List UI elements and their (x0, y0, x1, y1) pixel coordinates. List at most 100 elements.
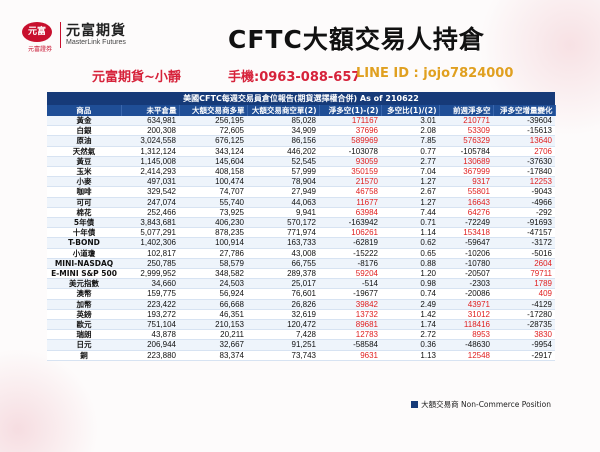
cell-long: 73,925 (179, 207, 247, 219)
cell-oi: 5,077,291 (121, 227, 179, 239)
cell-net: 37696 (319, 125, 381, 137)
cell-short: 86,156 (247, 135, 319, 147)
cell-ratio: 0.36 (381, 339, 439, 351)
cell-short: 25,017 (247, 278, 319, 290)
cell-net: 13732 (319, 309, 381, 321)
column-header: 淨多空增量變化 (493, 105, 556, 116)
cell-chg: 13640 (493, 135, 555, 147)
cell-chg: -9954 (493, 339, 555, 351)
table-row: 澳幣 159,775 56,924 76,601 -19677 0.74 -20086 409 (47, 288, 555, 300)
cell-short: 91,251 (247, 339, 319, 351)
commodity-name-cell: 小麥 (47, 176, 121, 188)
cell-short: 57,999 (247, 166, 319, 178)
cell-ratio: 2.67 (381, 186, 439, 198)
cell-chg: 12253 (493, 176, 555, 188)
cell-net: -514 (319, 278, 381, 290)
cell-ratio: 2.72 (381, 329, 439, 341)
column-header: 未平倉量 (121, 105, 180, 116)
cell-short: 32,619 (247, 309, 319, 321)
cell-ratio: 2.49 (381, 299, 439, 310)
cell-short: 78,904 (247, 176, 319, 188)
cell-net: 350159 (319, 166, 381, 178)
commodity-name-cell: 原油 (47, 135, 121, 147)
commodity-name-cell: 小道瓊 (47, 248, 121, 259)
commodity-name-cell: 澳幣 (47, 288, 121, 300)
cell-oi: 2,999,952 (121, 268, 179, 280)
logo-mark-icon: 元富 (22, 22, 52, 42)
cell-short: 570,172 (247, 217, 319, 229)
cell-long: 55,740 (179, 197, 247, 208)
commodity-name-cell: 天然氣 (47, 146, 121, 157)
cell-net: 59204 (319, 268, 381, 280)
commodity-name-cell: 黃金 (47, 116, 121, 127)
cell-chg: -17840 (493, 166, 555, 178)
cell-long: 406,230 (179, 217, 247, 229)
cell-oi: 252,466 (121, 207, 179, 219)
cell-ratio: 7.04 (381, 166, 439, 178)
cell-net: -8176 (319, 258, 381, 270)
commodity-name-cell: E-MINI S&P 500 (47, 268, 121, 280)
page-title: CFTC大額交易人持倉 (228, 25, 485, 54)
commodity-name-cell: 加幣 (47, 299, 121, 310)
cell-long: 256,195 (179, 116, 247, 127)
table-row: 歐元 751,104 210,153 120,472 89681 1.74 118416 -2… (47, 319, 555, 331)
cell-net: 11677 (319, 197, 381, 208)
cell-prev: -105784 (439, 146, 493, 157)
commodity-name-cell: 咖啡 (47, 186, 121, 198)
cell-ratio: 3.01 (381, 116, 439, 127)
cell-ratio: 1.20 (381, 268, 439, 280)
cell-oi: 102,817 (121, 248, 179, 259)
commodity-name-cell: 美元指數 (47, 278, 121, 290)
cell-short: 120,472 (247, 319, 319, 331)
commodity-name-cell: T-BOND (47, 237, 121, 249)
cell-ratio: 1.27 (381, 197, 439, 208)
table-row: T-BOND 1,402,306 100,914 163,733 -62819 0.62-… (47, 237, 555, 249)
cell-chg: -3172 (493, 237, 555, 249)
cell-short: 446,202 (247, 146, 319, 157)
cell-ratio: 1.13 (381, 350, 439, 361)
column-header: 大額交易商空單(2) (247, 105, 320, 116)
cell-net: -58584 (319, 339, 381, 351)
cell-ratio: 7.44 (381, 207, 439, 219)
cell-long: 145,604 (179, 156, 247, 168)
cell-short: 44,063 (247, 197, 319, 208)
cell-chg: -292 (493, 207, 555, 219)
cell-long: 348,582 (179, 268, 247, 280)
cell-ratio: 2.77 (381, 156, 439, 168)
cell-prev: 53309 (439, 125, 493, 137)
cell-prev: 8953 (439, 329, 493, 341)
cell-chg: -4129 (493, 299, 555, 310)
cell-chg: 3830 (493, 329, 555, 341)
logo-english-name: MasterLink Futures (66, 39, 126, 46)
cell-net: 106261 (319, 227, 381, 239)
cell-long: 100,914 (179, 237, 247, 249)
cell-chg: 2604 (493, 258, 555, 270)
table-row: 美元指數 34,660 24,503 25,017 -514 0.98 -2303 1789 (47, 278, 555, 290)
cell-short: 26,826 (247, 299, 319, 310)
cell-net: 171167 (319, 116, 381, 127)
table-body: 黃金 634,981 256,195 85,028 171167 3.01 210771 -3… (47, 116, 555, 361)
cell-prev: 576329 (439, 135, 493, 147)
cell-ratio: 7.85 (381, 135, 439, 147)
cell-prev: -2303 (439, 278, 493, 290)
logo-subtitle: 元富證券 (27, 46, 52, 53)
cell-oi: 34,660 (121, 278, 179, 290)
table-header-row: 商品 未平倉量 大額交易商多單 大額交易商空單(2) 淨多空(1)-(2) 多空… (47, 105, 556, 116)
logo-divider (60, 22, 61, 48)
cell-chg: 2706 (493, 146, 555, 157)
cell-ratio: 0.65 (381, 248, 439, 259)
table-row: 日元 206,944 32,667 91,251 -58584 0.36 -48630 -99… (47, 339, 555, 351)
cell-long: 46,351 (179, 309, 247, 321)
cell-short: 771,974 (247, 227, 319, 239)
commodity-name-cell: 黃豆 (47, 156, 121, 168)
cell-long: 83,374 (179, 350, 247, 361)
cell-prev: -20086 (439, 288, 493, 300)
cell-oi: 3,843,681 (121, 217, 179, 229)
commodity-name-cell: 歐元 (47, 319, 121, 331)
column-header: 商品 (47, 105, 122, 116)
cell-short: 7,428 (247, 329, 319, 341)
cell-ratio: 2.08 (381, 125, 439, 137)
cell-ratio: 1.14 (381, 227, 439, 239)
cell-oi: 1,312,124 (121, 146, 179, 157)
